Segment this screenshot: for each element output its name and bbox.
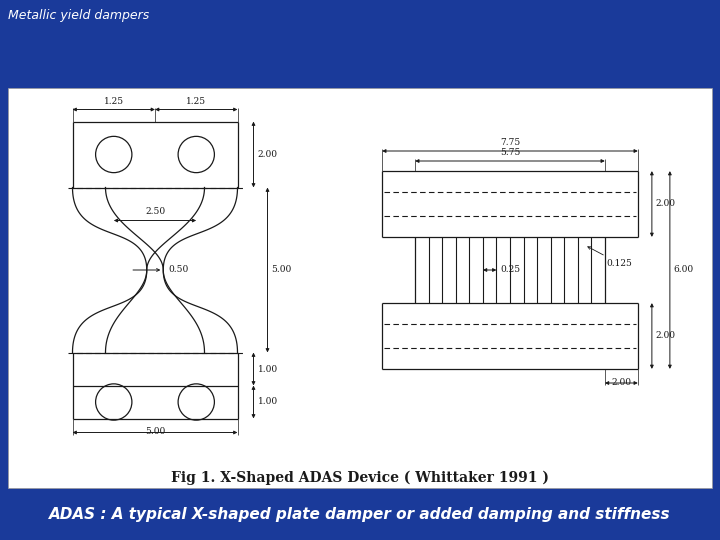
Text: 6.00: 6.00 xyxy=(674,266,694,274)
Text: 0.25: 0.25 xyxy=(500,266,521,274)
Text: 1.00: 1.00 xyxy=(258,397,278,407)
Text: 2.50: 2.50 xyxy=(145,206,165,215)
Text: 2.00: 2.00 xyxy=(611,378,631,387)
Text: 7.75: 7.75 xyxy=(500,138,520,147)
Text: Fig 1. X-Shaped ADAS Device ( Whittaker 1991 ): Fig 1. X-Shaped ADAS Device ( Whittaker … xyxy=(171,471,549,485)
Text: 5.75: 5.75 xyxy=(500,148,520,157)
Text: ADAS : A typical X-shaped plate damper or added damping and stiffness: ADAS : A typical X-shaped plate damper o… xyxy=(49,508,671,523)
Text: 2.00: 2.00 xyxy=(656,199,676,208)
Text: 0.125: 0.125 xyxy=(588,247,632,268)
Text: 5.00: 5.00 xyxy=(145,428,165,436)
Text: 1.25: 1.25 xyxy=(104,97,124,105)
Text: 2.00: 2.00 xyxy=(258,150,277,159)
Text: 1.25: 1.25 xyxy=(186,97,207,105)
Text: 0.50: 0.50 xyxy=(168,266,189,274)
Bar xyxy=(8,88,712,488)
Text: 5.00: 5.00 xyxy=(271,266,292,274)
Text: Metallic yield dampers: Metallic yield dampers xyxy=(8,9,149,22)
Text: 1.00: 1.00 xyxy=(258,364,278,374)
Text: 2.00: 2.00 xyxy=(656,332,676,341)
